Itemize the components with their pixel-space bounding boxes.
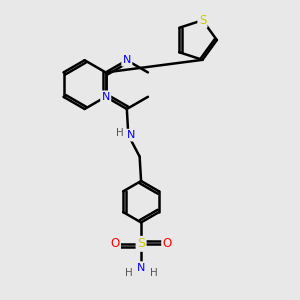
Text: H: H [150,268,158,278]
Text: N: N [101,92,110,102]
Text: O: O [163,237,172,250]
Text: N: N [127,130,135,140]
Text: N: N [123,55,131,65]
Text: N: N [137,262,145,273]
Text: H: H [116,128,124,138]
Text: S: S [199,14,206,27]
Text: S: S [137,237,145,250]
Text: H: H [125,268,133,278]
Text: O: O [110,237,120,250]
